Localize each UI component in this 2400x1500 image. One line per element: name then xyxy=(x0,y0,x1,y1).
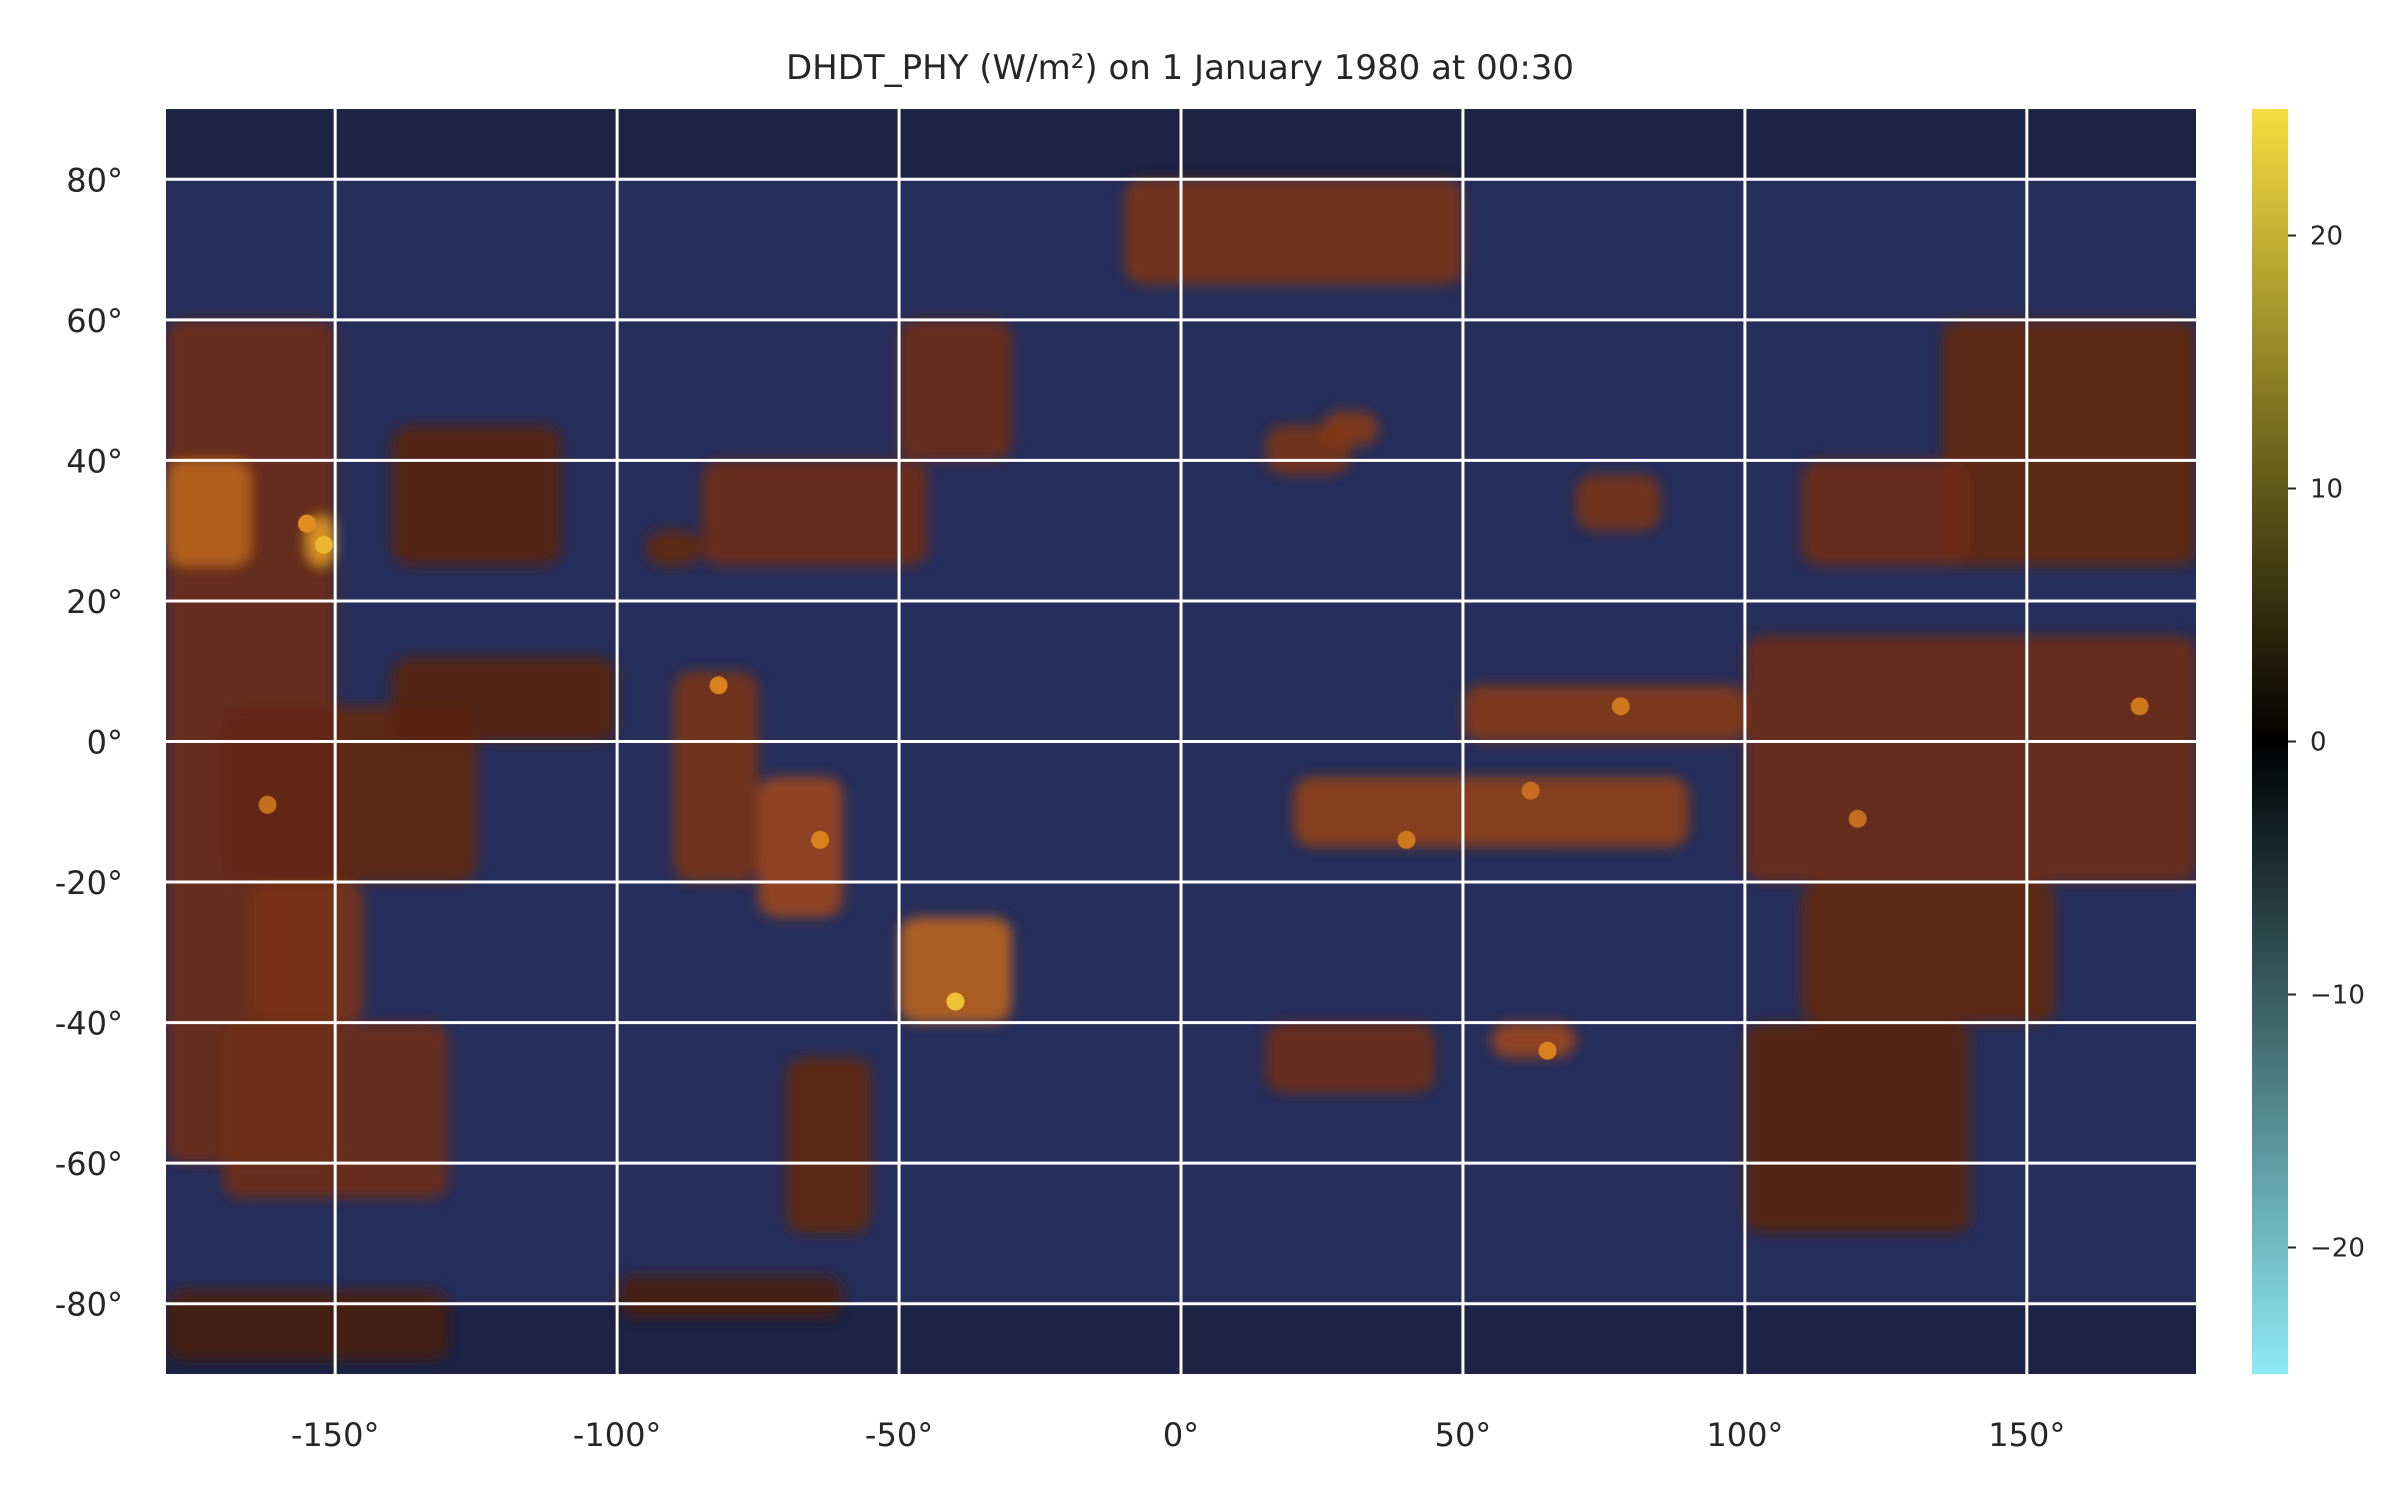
heatmap-region xyxy=(1124,179,1463,285)
heatmap-hotspot xyxy=(1538,1041,1557,1060)
heatmap-hotspot xyxy=(1611,697,1630,716)
colorbar-ticks: 20 10 0 −10 −20 xyxy=(2288,222,2365,1264)
heatmap-hotspot xyxy=(2130,697,2149,716)
heatmap-region xyxy=(250,882,364,1023)
heatmap-hotspot xyxy=(709,676,728,695)
grid-lines xyxy=(166,109,2196,1374)
heatmap-region xyxy=(617,1275,843,1318)
x-axis-ticks: -150° -100° -50° 0° 50° 100° 150° xyxy=(291,1416,2066,1454)
heatmap-region xyxy=(899,319,1012,461)
heatmap-hotspot xyxy=(1848,809,1867,828)
colorbar xyxy=(2252,109,2288,1374)
y-tick-label: 20° xyxy=(66,583,123,621)
heatmap-region xyxy=(1942,319,2196,566)
heatmap-region xyxy=(786,1057,871,1234)
y-tick-label: 0° xyxy=(87,724,123,762)
x-tick-label: -150° xyxy=(291,1416,380,1454)
heatmap-region xyxy=(758,776,843,918)
y-tick-label: -80° xyxy=(55,1286,123,1324)
heatmap-region xyxy=(166,460,251,566)
x-tick-label: -100° xyxy=(573,1416,662,1454)
colorbar-tick-label: 0 xyxy=(2310,728,2327,758)
heatmap-region xyxy=(1462,685,1745,742)
heatmap-region xyxy=(166,1289,448,1360)
x-tick-label: 150° xyxy=(1988,1416,2065,1454)
y-axis-ticks: 80° 60° 40° 20° 0° -20° -40° -60° -80° xyxy=(55,161,123,1323)
y-tick-label: -40° xyxy=(55,1005,123,1043)
y-tick-label: 60° xyxy=(66,302,123,340)
x-tick-label: 50° xyxy=(1435,1416,1492,1454)
heatmap-region xyxy=(1575,474,1661,531)
heatmap-region xyxy=(645,530,702,566)
y-tick-label: 80° xyxy=(66,161,123,199)
heatmap-region xyxy=(1801,460,1971,566)
heatmap-region xyxy=(1293,776,1689,847)
heatmap-region xyxy=(1491,1022,1576,1058)
heatmap-hotspot xyxy=(1397,830,1416,849)
heatmap-region xyxy=(391,425,561,566)
y-tick-label: -60° xyxy=(55,1145,123,1183)
colorbar-tick-label: −20 xyxy=(2310,1234,2365,1264)
heatmap-hotspot xyxy=(946,992,965,1011)
heatmap-region xyxy=(701,460,928,566)
colorbar-tick-label: 20 xyxy=(2310,222,2343,252)
heatmap-hotspot xyxy=(258,795,277,814)
heatmap-region xyxy=(1744,1022,1971,1234)
heatmap-hotspot xyxy=(297,514,316,533)
heatmap-hotspot xyxy=(811,830,830,849)
y-tick-label: -20° xyxy=(55,864,123,902)
heatmap-region xyxy=(673,671,759,883)
heatmap-hotspot xyxy=(314,535,333,554)
heatmap-region xyxy=(1321,411,1379,447)
x-tick-label: 0° xyxy=(1163,1416,1199,1454)
x-tick-label: 100° xyxy=(1706,1416,1783,1454)
heatmap-region xyxy=(1744,636,2196,883)
chart-title: DHDT_PHY (W/m²) on 1 January 1980 at 00:… xyxy=(786,48,1574,88)
heatmap-region xyxy=(222,706,477,883)
heatmap-region xyxy=(899,917,1012,1023)
heatmap-region xyxy=(1265,1022,1435,1093)
colorbar-tick-label: 10 xyxy=(2310,475,2343,505)
heatmap-region xyxy=(391,657,618,742)
heatmap-hotspot xyxy=(1521,781,1540,800)
x-tick-label: -50° xyxy=(865,1416,933,1454)
y-tick-label: 40° xyxy=(66,442,123,480)
heatmap-region xyxy=(1801,882,2056,1023)
colorbar-tick-label: −10 xyxy=(2310,981,2365,1011)
